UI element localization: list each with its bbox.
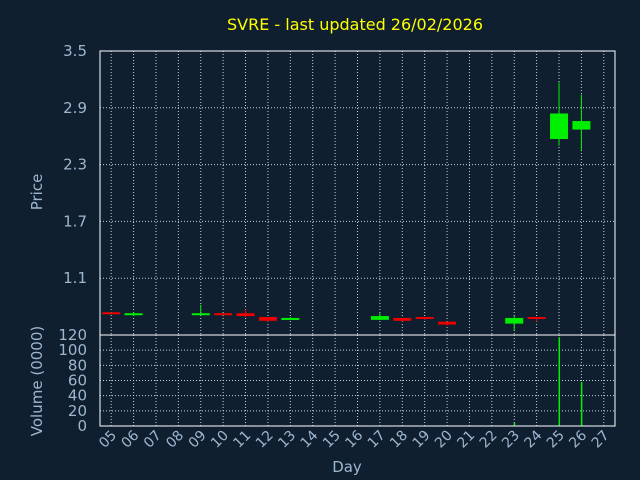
candle-body <box>102 312 121 315</box>
volume-bar <box>580 382 583 426</box>
candle-body <box>370 316 389 320</box>
price-grid <box>100 51 615 335</box>
x-tick-label: 17 <box>365 428 389 452</box>
candle-body <box>258 317 277 321</box>
candle-body <box>505 317 524 324</box>
candle-body <box>214 313 233 316</box>
x-tick-label: 25 <box>544 428 568 452</box>
x-tick-label: 26 <box>566 427 590 451</box>
x-tick-label: 24 <box>522 427 546 451</box>
candle-body <box>281 317 300 320</box>
volume-y-tick-label: 0 <box>77 417 87 435</box>
x-tick-label: 08 <box>163 428 187 452</box>
x-tick-label: 06 <box>118 427 142 451</box>
candle-body <box>124 313 143 316</box>
x-tick-label: 19 <box>410 428 434 452</box>
x-tick-label: 13 <box>275 428 299 452</box>
volume-y-tick-label: 20 <box>68 402 87 420</box>
volume-y-tick-label: 100 <box>58 341 87 359</box>
candle-body <box>236 313 255 317</box>
volume-y-tick-label: 80 <box>68 356 87 374</box>
x-tick-label: 20 <box>432 428 456 452</box>
x-tick-label: 07 <box>141 428 165 452</box>
x-tick-label: 22 <box>477 428 501 452</box>
volume-bar <box>558 337 561 426</box>
candle-body <box>572 121 591 130</box>
x-tick-label: 12 <box>253 428 277 452</box>
volume-plot-frame <box>99 334 616 427</box>
x-tick-label: 10 <box>208 428 232 452</box>
candle-body <box>393 317 412 321</box>
x-tick-label: 09 <box>186 428 210 452</box>
volume-axis-label: Volume (0000) <box>28 326 46 436</box>
price-axis-label: Price <box>28 174 46 211</box>
candles <box>102 82 591 331</box>
x-tick-label: 14 <box>298 427 322 451</box>
candle-body <box>191 313 210 316</box>
volume-y-tick-label: 40 <box>68 387 87 405</box>
x-tick-label: 23 <box>499 428 523 452</box>
candle-body <box>527 317 546 320</box>
price-y-tick-label: 2.9 <box>63 99 87 117</box>
chart-title: SVRE - last updated 26/02/2026 <box>227 15 483 34</box>
candle-body <box>438 321 457 325</box>
candle-body <box>550 113 569 140</box>
price-y-tick-label: 3.5 <box>63 42 87 60</box>
volume-y-tick-label: 60 <box>68 372 87 390</box>
x-tick-label: 21 <box>454 428 478 452</box>
candle-body <box>415 317 434 320</box>
volume-y-tick-label: 120 <box>58 326 87 344</box>
x-tick-label: 05 <box>96 428 120 452</box>
price-y-ticks: 3.5 2.9 2.3 1.7 1.1 <box>63 42 87 287</box>
volume-bars <box>513 337 583 426</box>
x-tick-label: 18 <box>387 428 411 452</box>
x-tick-label: 16 <box>342 427 366 451</box>
x-ticks: 0506070809101112131415161718192021222324… <box>96 427 613 451</box>
x-axis-label: Day <box>332 458 362 476</box>
x-tick-label: 11 <box>230 428 254 452</box>
price-y-tick-label: 2.3 <box>63 156 87 174</box>
x-tick-label: 15 <box>320 428 344 452</box>
price-y-tick-label: 1.1 <box>63 269 87 287</box>
volume-bar <box>513 422 516 426</box>
price-y-tick-label: 1.7 <box>63 212 87 230</box>
x-tick-label: 27 <box>589 428 613 452</box>
volume-grid <box>100 335 615 426</box>
